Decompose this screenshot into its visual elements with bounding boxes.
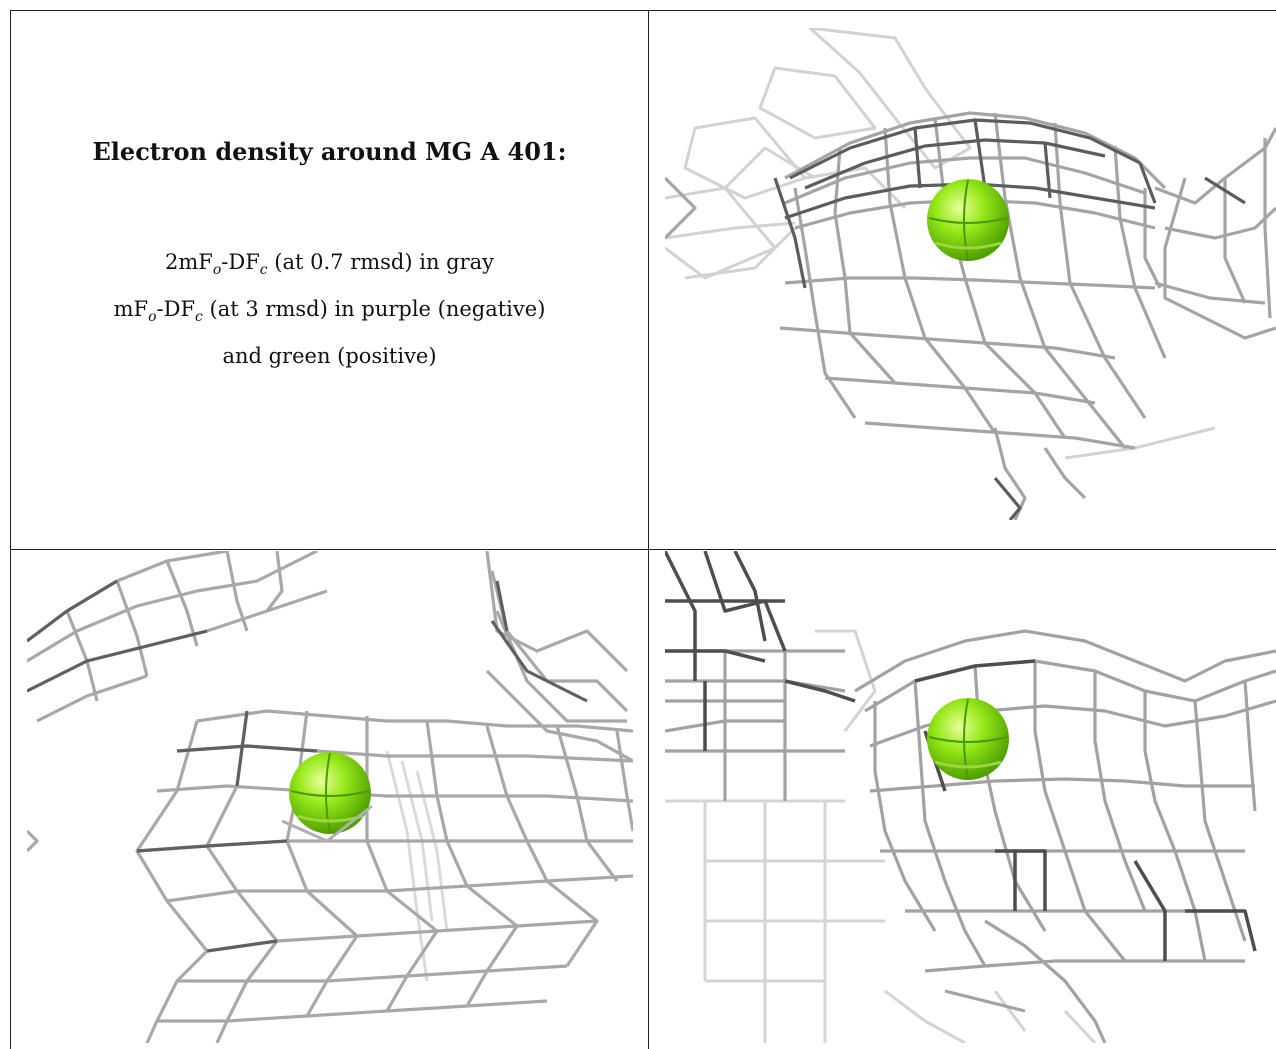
mesh-view-bottom-right: [665, 551, 1276, 1043]
mg-atom-sphere: [289, 752, 371, 834]
density-panel-top-right: [665, 28, 1276, 520]
mg-atom-sphere: [927, 179, 1009, 261]
density-panel-bottom-right: [665, 551, 1276, 1043]
mesh-view-top-right: [665, 28, 1276, 520]
caption-line-3: and green (positive): [222, 344, 437, 369]
caption-title: Electron density around MG A 401:: [92, 137, 567, 166]
caption-line-1: 2mFo-DFc (at 0.7 rmsd) in gray: [164, 250, 495, 279]
table-divider-vertical: [648, 10, 649, 1049]
mesh-view-bottom-left: [27, 551, 633, 1043]
caption-cell: Electron density around MG A 401: 2mFo-D…: [11, 11, 648, 549]
table-divider-horizontal: [10, 549, 1276, 550]
density-panel-bottom-left: [27, 551, 633, 1043]
figure-table: [10, 10, 1276, 1049]
mg-atom-sphere: [927, 698, 1009, 780]
caption-body: 2mFo-DFc (at 0.7 rmsd) in gray mFo-DFc (…: [11, 243, 648, 376]
caption-line-2: mFo-DFc (at 3 rmsd) in purple (negative): [113, 297, 546, 326]
